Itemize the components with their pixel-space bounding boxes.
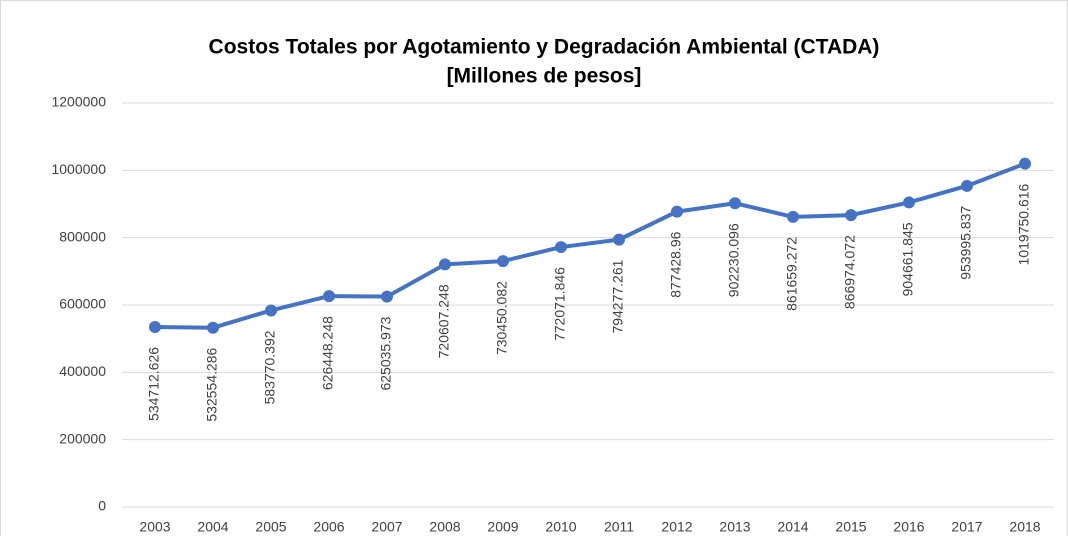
data-point	[265, 304, 277, 317]
data-label: 720607.248	[436, 284, 452, 358]
data-label: 534712.626	[146, 347, 162, 421]
y-tick-label: 1000000	[51, 161, 106, 177]
x-tick-label: 2017	[951, 519, 982, 535]
data-point	[149, 320, 161, 333]
data-label: 730450.082	[494, 281, 510, 355]
data-point	[439, 258, 451, 271]
data-label: 904661.845	[900, 222, 916, 296]
data-point	[845, 209, 857, 222]
x-tick-label: 2005	[255, 519, 286, 535]
x-tick-label: 2013	[719, 519, 750, 535]
data-point	[787, 210, 799, 223]
data-point	[961, 179, 973, 192]
x-tick-label: 2007	[371, 519, 402, 535]
data-point	[613, 233, 625, 246]
chart-subtitle: [Millones de pesos]	[447, 65, 642, 88]
x-tick-label: 2012	[661, 519, 692, 535]
y-tick-label: 800000	[59, 228, 106, 244]
x-tick-label: 2010	[545, 519, 576, 535]
data-label: 772071.846	[552, 267, 568, 341]
x-tick-label: 2016	[893, 519, 924, 535]
x-tick-label: 2015	[835, 519, 866, 535]
y-tick-label: 0	[98, 498, 106, 514]
x-tick-label: 2011	[604, 519, 634, 535]
chart-title: Costos Totales por Agotamiento y Degrada…	[209, 36, 880, 59]
x-tick-label: 2008	[429, 519, 460, 535]
y-tick-label: 200000	[59, 430, 106, 446]
data-label: 532554.286	[204, 347, 220, 421]
data-label: 902230.096	[726, 223, 742, 297]
data-label: 953995.837	[958, 206, 974, 280]
data-point	[497, 255, 509, 268]
data-point	[1019, 157, 1031, 170]
x-tick-label: 2006	[313, 519, 344, 535]
data-label: 583770.392	[262, 330, 278, 404]
x-tick-label: 2014	[777, 519, 808, 535]
data-point	[381, 290, 393, 303]
data-point	[323, 290, 335, 303]
x-tick-label: 2003	[139, 519, 170, 535]
y-tick-label: 1200000	[51, 94, 106, 110]
data-point	[207, 321, 219, 334]
data-label: 625035.973	[378, 316, 394, 390]
x-tick-label: 2009	[487, 519, 518, 535]
data-label: 866974.072	[842, 235, 858, 309]
data-point	[729, 197, 741, 210]
data-label: 861659.272	[784, 237, 800, 311]
data-point	[671, 205, 683, 218]
y-tick-label: 600000	[59, 296, 106, 312]
data-point	[903, 196, 915, 209]
series-line	[154, 161, 1026, 330]
data-label: 1019750.616	[1016, 183, 1032, 265]
data-point	[555, 241, 567, 254]
data-label: 877428.96	[668, 231, 684, 297]
y-tick-label: 400000	[59, 363, 106, 379]
data-label: 794277.261	[610, 259, 626, 333]
x-tick-label: 2018	[1009, 519, 1040, 535]
data-label: 626448.248	[320, 316, 336, 390]
x-tick-label: 2004	[197, 519, 228, 535]
